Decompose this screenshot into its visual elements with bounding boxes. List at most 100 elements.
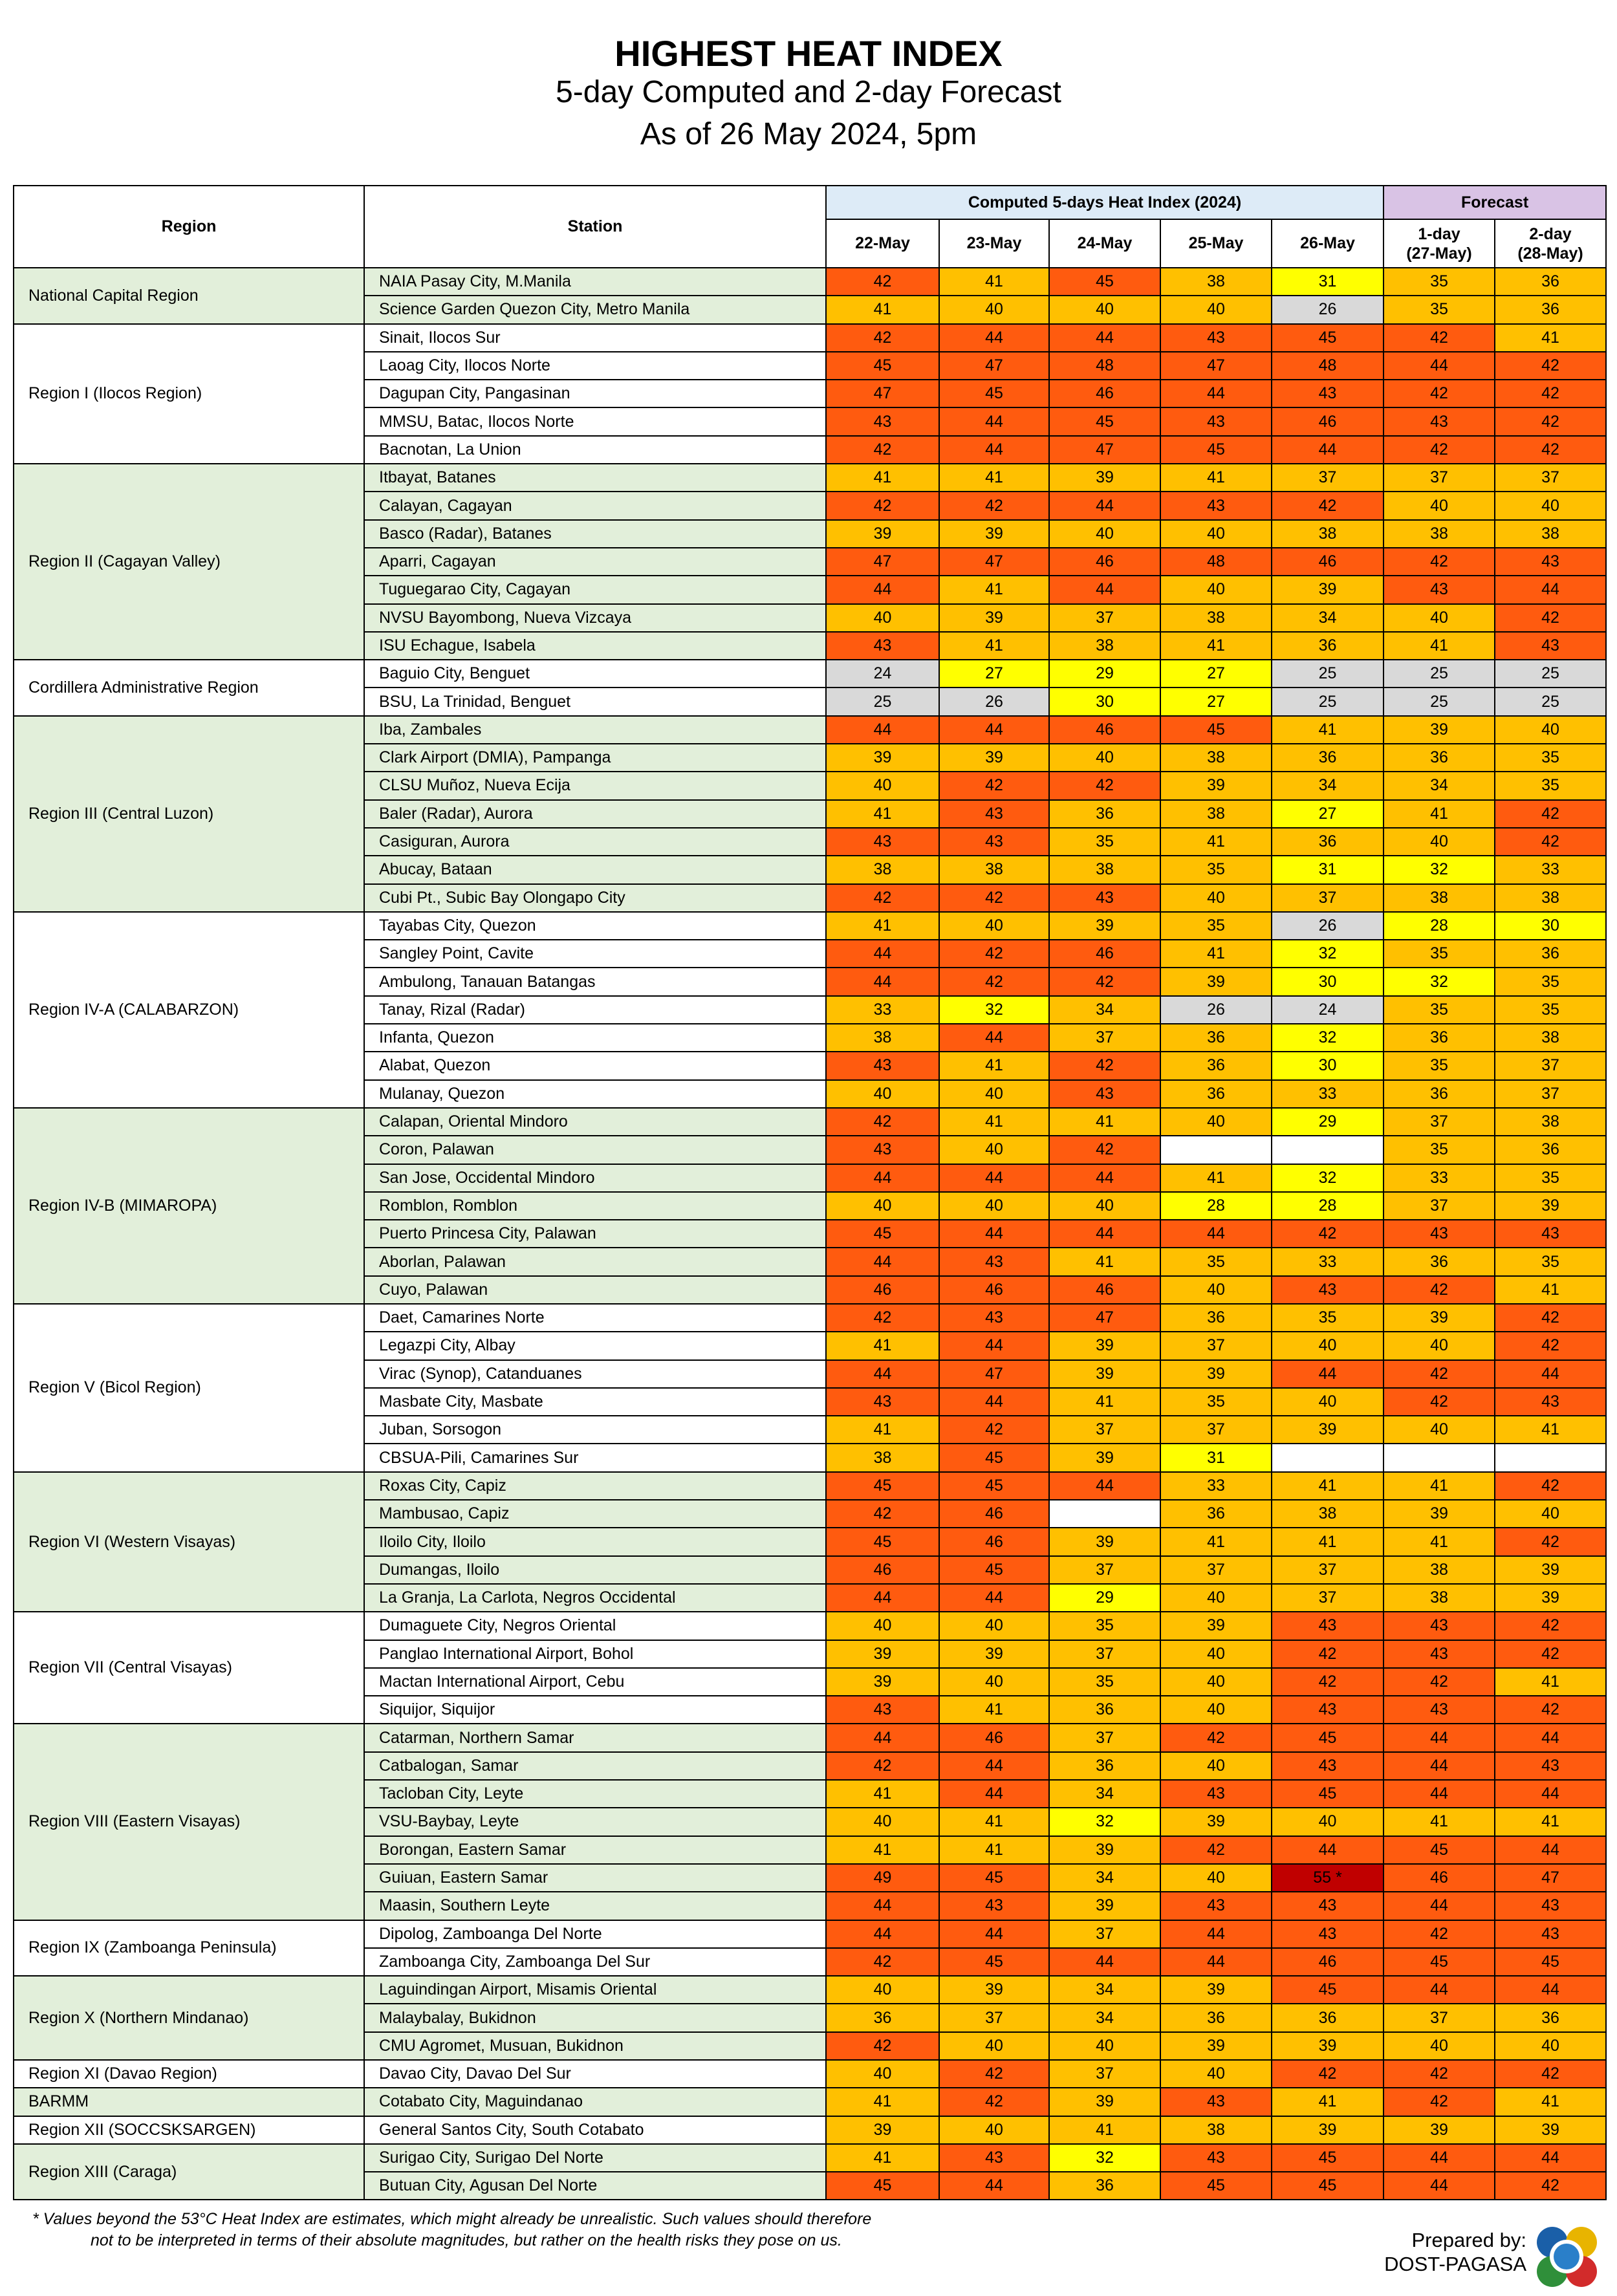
heat-index-cell: 41 xyxy=(825,799,940,829)
heat-index-cell: 39 xyxy=(1494,1191,1607,1221)
station: Juban, Sorsogon xyxy=(364,1415,827,1445)
station: Sinait, Ilocos Sur xyxy=(364,323,827,352)
heat-index-cell: 44 xyxy=(939,1919,1050,1949)
heat-index-cell: 33 xyxy=(825,995,940,1025)
heat-index-cell: 35 xyxy=(1494,1247,1607,1277)
heat-index-cell: 43 xyxy=(1383,1695,1496,1725)
data-row: Malaybalay, Bukidnon 36 37 34 36 36 37 36 xyxy=(14,2003,1607,2033)
station: Tacloban City, Leyte xyxy=(364,1779,827,1809)
station: Virac (Synop), Catanduanes xyxy=(364,1359,827,1389)
heat-index-cell: 40 xyxy=(939,911,1050,941)
heat-index-cell: 45 xyxy=(1048,407,1161,437)
heat-index-cell: 40 xyxy=(1494,715,1607,745)
heat-index-cell: 40 xyxy=(1048,1191,1161,1221)
data-row: CLSU Muñoz, Nueva Ecija 40 42 42 39 34 34 35 xyxy=(14,771,1607,801)
heat-index-cell: 40 xyxy=(939,2115,1050,2145)
heat-index-cell: 39 xyxy=(939,743,1050,773)
data-row: Basco (Radar), Batanes 39 39 40 40 38 38 38 xyxy=(14,519,1607,548)
station: Sangley Point, Cavite xyxy=(364,939,827,969)
heat-index-cell: 43 xyxy=(1494,1387,1607,1417)
data-row: Cordillera Administrative Region Baguio C… xyxy=(13,659,1607,717)
heat-index-cell: 36 xyxy=(1048,799,1161,829)
region: Region II (Cagayan Valley) xyxy=(13,463,365,661)
heat-index-cell: 41 xyxy=(939,266,1050,297)
region: Region X (Northern Mindanao) xyxy=(13,1975,365,2061)
heat-index-cell: 44 xyxy=(1270,1835,1385,1865)
heat-index-cell: 44 xyxy=(939,407,1050,437)
heat-index-cell: 42 xyxy=(1270,1639,1385,1669)
heat-index-cell: 43 xyxy=(939,2143,1050,2173)
region: Region XI (Davao Region) xyxy=(13,2059,365,2089)
heat-index-cell: 39 xyxy=(1048,463,1161,493)
station: San Jose, Occidental Mindoro xyxy=(364,1163,827,1193)
heat-index-cell: 43 xyxy=(1383,575,1496,605)
heat-index-cell: 38 xyxy=(1160,603,1272,633)
heat-index-cell: 43 xyxy=(1494,1751,1607,1781)
heat-index-cell xyxy=(1383,1443,1496,1473)
heat-index-cell: 39 xyxy=(939,1975,1050,2005)
heat-index-cell: 36 xyxy=(1160,1051,1272,1081)
heat-index-cell: 45 xyxy=(825,1527,940,1557)
heat-index-cell: 39 xyxy=(1494,2115,1607,2145)
heat-index-cell: 42 xyxy=(1383,1275,1496,1305)
heat-index-cell: 44 xyxy=(825,1583,940,1613)
heat-index-cell: 44 xyxy=(1383,1751,1496,1781)
region: Region V (Bicol Region) xyxy=(13,1303,365,1473)
region: Region VIII (Eastern Visayas) xyxy=(13,1723,365,1921)
heat-index-cell: 40 xyxy=(1270,1331,1385,1361)
heat-index-cell: 48 xyxy=(1048,351,1161,381)
heat-index-cell: 39 xyxy=(1048,1443,1161,1473)
heat-index-cell: 40 xyxy=(1383,1331,1496,1361)
heat-index-cell: 37 xyxy=(1383,463,1496,493)
heat-index-cell: 41 xyxy=(1048,2115,1161,2145)
station: Basco (Radar), Batanes xyxy=(364,519,827,548)
heat-index-cell: 43 xyxy=(825,1695,940,1725)
heat-index-cell: 39 xyxy=(1160,967,1272,997)
heat-index-cell: 40 xyxy=(1160,1639,1272,1669)
heat-index-cell: 32 xyxy=(939,995,1050,1025)
heat-index-cell: 43 xyxy=(825,407,940,437)
heat-index-cell: 42 xyxy=(1383,2059,1496,2089)
heat-index-cell: 47 xyxy=(1160,351,1272,381)
heat-index-cell: 42 xyxy=(939,771,1050,801)
heat-index-cell: 41 xyxy=(939,1107,1050,1137)
heat-index-cell: 43 xyxy=(1160,1779,1272,1809)
heat-index-cell: 37 xyxy=(1048,1415,1161,1445)
heat-index-cell: 41 xyxy=(1383,1807,1496,1837)
heat-index-cell: 38 xyxy=(939,855,1050,885)
heat-index-cell: 37 xyxy=(1160,1415,1272,1445)
heat-index-cell: 37 xyxy=(1383,2003,1496,2033)
data-row: Guiuan, Eastern Samar 49 45 34 40 55 * 46 47 xyxy=(14,1863,1607,1893)
data-row: Coron, Palawan 43 40 42 35 36 xyxy=(14,1135,1607,1165)
station: Iba, Zambales xyxy=(364,715,827,745)
heat-index-cell: 40 xyxy=(1160,1583,1272,1613)
heat-index-cell: 39 xyxy=(825,519,940,548)
heat-index-cell: 38 xyxy=(825,1443,940,1473)
data-row: Cubi Pt., Subic Bay Olongapo City 42 42 43 4… xyxy=(14,883,1607,913)
heat-index-cell: 40 xyxy=(825,2059,940,2089)
heat-index-cell: 44 xyxy=(1160,1947,1272,1977)
heat-index-cell: 38 xyxy=(1160,799,1272,829)
data-row: Cuyo, Palawan 46 46 46 40 43 42 41 xyxy=(14,1275,1607,1305)
heat-index-cell: 44 xyxy=(939,1023,1050,1053)
heat-index-cell: 34 xyxy=(1270,603,1385,633)
heat-index-cell: 40 xyxy=(1270,1387,1385,1417)
heat-index-cell: 38 xyxy=(1270,519,1385,548)
heat-index-cell: 43 xyxy=(825,631,940,661)
data-row: Siquijor, Siquijor 43 41 36 40 43 43 42 xyxy=(14,1695,1607,1725)
heat-index-cell: 41 xyxy=(1383,1527,1496,1557)
heat-index-cell: 41 xyxy=(825,2087,940,2117)
heat-index-cell: 42 xyxy=(939,967,1050,997)
heat-index-cell: 39 xyxy=(1383,1499,1496,1529)
heat-index-cell: 40 xyxy=(1270,1807,1385,1837)
station: Infanta, Quezon xyxy=(364,1023,827,1053)
station: Baler (Radar), Aurora xyxy=(364,799,827,829)
station: Baguio City, Benguet xyxy=(364,659,827,689)
heat-index-cell: 42 xyxy=(825,266,940,297)
heat-index-cell: 44 xyxy=(1383,1723,1496,1753)
heat-index-cell: 36 xyxy=(1383,1079,1496,1109)
heat-index-cell: 46 xyxy=(1048,715,1161,745)
data-row: Dagupan City, Pangasinan 47 45 46 44 43 42 42 xyxy=(14,379,1607,409)
heat-index-cell: 42 xyxy=(1494,435,1607,465)
data-row: Panglao International Airport, Bohol 39 39… xyxy=(14,1639,1607,1669)
